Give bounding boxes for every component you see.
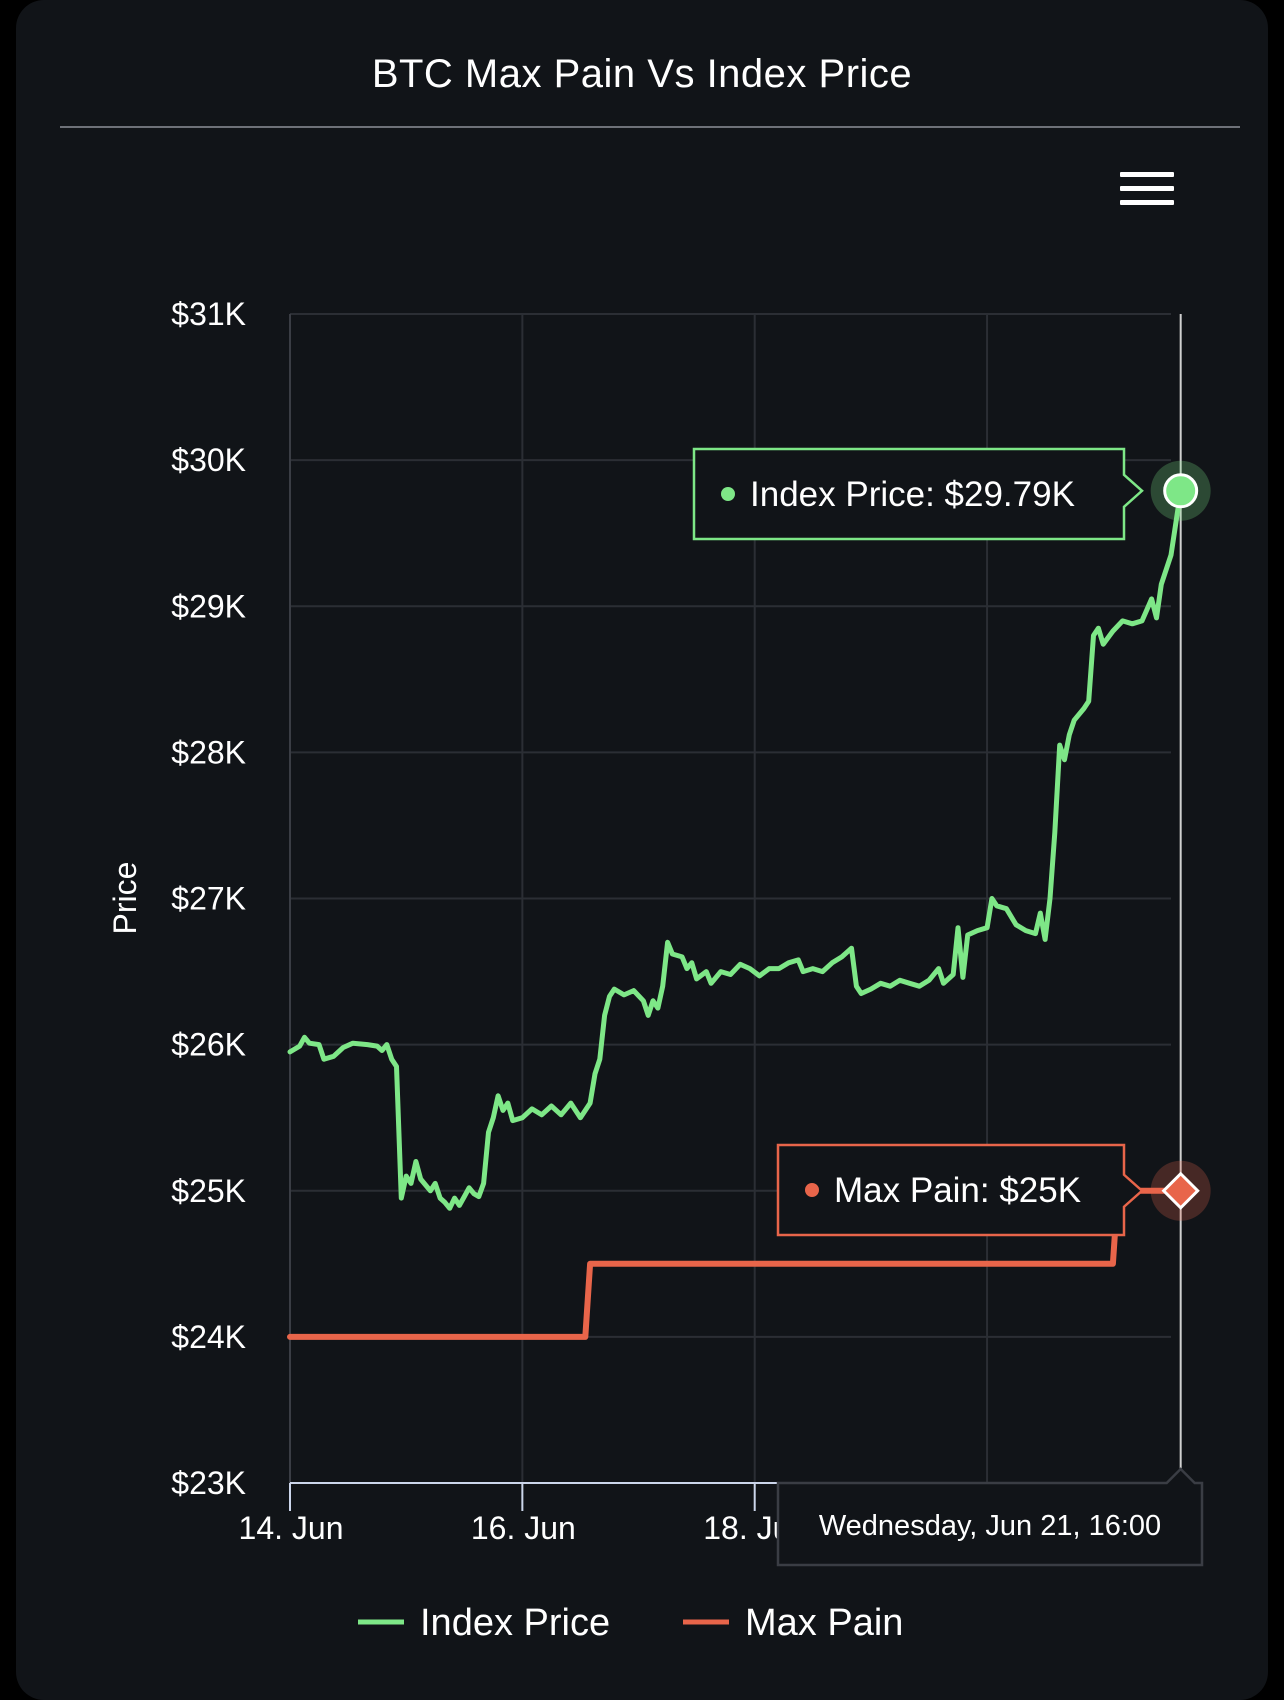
y-axis-title: Price	[107, 862, 143, 935]
y-tick-label: $31K	[171, 296, 246, 332]
index-price-tooltip-text: Index Price: $29.79K	[750, 475, 1075, 514]
y-tick-label: $30K	[171, 442, 246, 478]
legend-item-max-pain[interactable]: Max Pain	[683, 1602, 903, 1644]
legend-item-index-price[interactable]: Index Price	[358, 1602, 610, 1644]
chart-title: BTC Max Pain Vs Index Price	[371, 52, 913, 96]
index-price-tooltip-dot	[721, 487, 735, 501]
legend-item-index-price-label: Index Price	[420, 1602, 610, 1644]
y-tick-label: $27K	[171, 881, 246, 917]
index-price-tooltip-box	[692, 447, 1144, 541]
index-price-line[interactable]	[287, 488, 1184, 1211]
menu-bar-middle	[1120, 186, 1174, 191]
index-price-marker[interactable]	[1163, 473, 1199, 509]
date-tooltip-text: Wednesday, Jun 21, 16:00	[819, 1510, 1161, 1542]
max-pain-tooltip-box	[776, 1143, 1144, 1237]
legend[interactable]: Index Price Max Pain	[358, 1602, 903, 1644]
y-tick-label: $23K	[171, 1465, 246, 1501]
max-pain-marker[interactable]	[1161, 1171, 1200, 1210]
y-tick-label: $29K	[171, 588, 246, 624]
chart-card: BTC Max Pain Vs Index Price	[16, 0, 1268, 1700]
x-tick-label: 16. Jun	[471, 1510, 576, 1546]
y-tick-label: $26K	[171, 1027, 246, 1063]
x-tick-label: 14. Jun	[239, 1510, 344, 1546]
max-pain-tooltip-text: Max Pain: $25K	[834, 1171, 1081, 1210]
tooltips: Index Price: $29.79K Max Pain: $25K Wednes…	[692, 447, 1204, 1567]
y-tick-label: $24K	[171, 1319, 246, 1355]
max-pain-tooltip-dot	[805, 1183, 819, 1197]
y-tick-label: $28K	[171, 734, 246, 770]
hamburger-menu-icon[interactable]	[1116, 168, 1176, 210]
legend-item-max-pain-label: Max Pain	[745, 1602, 903, 1644]
date-tooltip-box	[776, 1467, 1204, 1567]
menu-bar-bottom	[1120, 200, 1174, 205]
title-divider	[60, 126, 1240, 128]
y-tick-label: $25K	[171, 1173, 246, 1209]
menu-bar-top	[1120, 172, 1174, 177]
